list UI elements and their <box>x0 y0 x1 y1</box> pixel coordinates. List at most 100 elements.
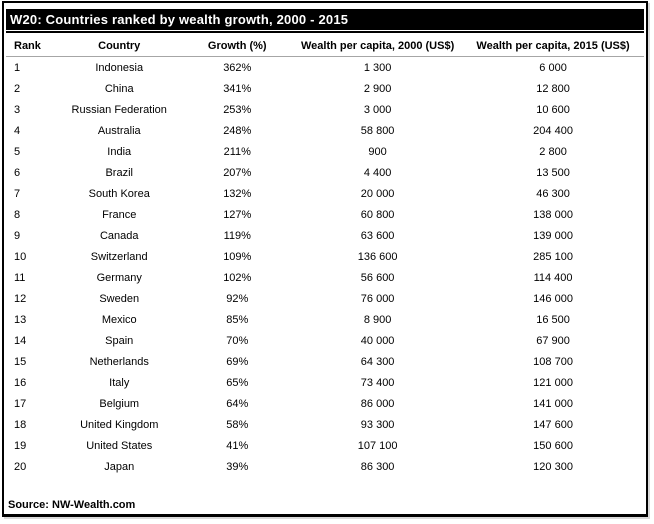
wealth-2015-cell: 285 100 <box>533 250 573 263</box>
country-cell: Japan <box>104 460 135 473</box>
wealth-2000-cell: 56 600 <box>360 271 395 284</box>
wealth-2015-cell: 10 600 <box>536 103 570 116</box>
rank-cell: 14 <box>14 334 27 347</box>
wealth-2000-cell: 73 400 <box>360 376 395 389</box>
table-row: 14 Spain 70% 40 000 67 900 <box>6 330 644 351</box>
table-row: 6 Brazil 207% 4 400 13 500 <box>6 162 644 183</box>
wealth-2000-cell: 107 100 <box>357 439 398 452</box>
wealth-2000-cell: 86 300 <box>360 460 395 473</box>
column-header-growth: Growth (%) <box>207 40 267 52</box>
table-row: 8 France 127% 60 800 138 000 <box>6 204 644 225</box>
wealth-2000-cell: 20 000 <box>360 187 395 200</box>
wealth-2015-cell: 150 600 <box>533 439 573 452</box>
wealth-2000-cell: 4 400 <box>363 166 392 179</box>
wealth-2000-cell: 63 600 <box>360 229 395 242</box>
growth-cell: 362% <box>223 61 252 74</box>
title-underline <box>6 31 644 33</box>
growth-cell: 39% <box>226 460 249 473</box>
table-row: 2 China 341% 2 900 12 800 <box>6 78 644 99</box>
header-divider <box>6 56 644 57</box>
wealth-2000-cell: 1 300 <box>363 61 392 74</box>
rank-cell: 2 <box>14 82 21 95</box>
country-cell: Australia <box>97 124 141 137</box>
table-row: 3 Russian Federation 253% 3 000 10 600 <box>6 99 644 120</box>
source-note: Source: NW-Wealth.com <box>8 499 136 511</box>
growth-cell: 64% <box>226 397 249 410</box>
rank-cell: 13 <box>14 313 27 326</box>
rank-cell: 17 <box>14 397 27 410</box>
wealth-2015-cell: 108 700 <box>533 355 573 368</box>
growth-cell: 341% <box>223 82 252 95</box>
wealth-2000-cell: 58 800 <box>360 124 395 137</box>
table-row: 1 Indonesia 362% 1 300 6 000 <box>6 57 644 78</box>
rank-cell: 19 <box>14 439 27 452</box>
wealth-2000-cell: 136 600 <box>357 250 398 263</box>
country-cell: Brazil <box>105 166 133 179</box>
country-cell: Belgium <box>99 397 140 410</box>
table-row: 13 Mexico 85% 8 900 16 500 <box>6 309 644 330</box>
table-row: 19 United States 41% 107 100 150 600 <box>6 435 644 456</box>
table-row: 10 Switzerland 109% 136 600 285 100 <box>6 246 644 267</box>
country-cell: United States <box>86 439 153 452</box>
wealth-2015-cell: 121 000 <box>533 376 573 389</box>
wealth-2000-cell: 900 <box>368 145 387 158</box>
wealth-2015-cell: 146 000 <box>533 292 573 305</box>
rank-cell: 7 <box>14 187 21 200</box>
wealth-2000-cell: 8 900 <box>363 313 392 326</box>
country-cell: India <box>107 145 132 158</box>
growth-cell: 92% <box>226 292 249 305</box>
table-row: 18 United Kingdom 58% 93 300 147 600 <box>6 414 644 435</box>
growth-cell: 85% <box>226 313 249 326</box>
wealth-2015-cell: 12 800 <box>536 82 570 95</box>
country-cell: United Kingdom <box>80 418 159 431</box>
wealth-2000-cell: 40 000 <box>360 334 395 347</box>
wealth-2015-cell: 2 800 <box>539 145 567 158</box>
table-row: 5 India 211% 900 2 800 <box>6 141 644 162</box>
table-row: 15 Netherlands 69% 64 300 108 700 <box>6 351 644 372</box>
wealth-2015-cell: 16 500 <box>536 313 570 326</box>
wealth-2000-cell: 93 300 <box>360 418 395 431</box>
country-cell: Russian Federation <box>71 103 167 116</box>
table-body: 1 Indonesia 362% 1 300 6 000 2 China 341… <box>6 57 644 477</box>
growth-cell: 132% <box>223 187 252 200</box>
rank-cell: 20 <box>14 460 27 473</box>
country-cell: France <box>102 208 137 221</box>
table-row: 17 Belgium 64% 86 000 141 000 <box>6 393 644 414</box>
rank-cell: 1 <box>14 61 21 74</box>
wealth-2015-cell: 46 300 <box>536 187 570 200</box>
table-row: 12 Sweden 92% 76 000 146 000 <box>6 288 644 309</box>
column-header-country: Country <box>98 40 141 52</box>
wealth-2000-cell: 64 300 <box>360 355 395 368</box>
growth-cell: 65% <box>226 376 249 389</box>
table-row: 20 Japan 39% 86 300 120 300 <box>6 456 644 477</box>
rank-cell: 15 <box>14 355 27 368</box>
wealth-2015-cell: 114 400 <box>533 271 573 284</box>
wealth-2015-cell: 147 600 <box>533 418 573 431</box>
rank-cell: 18 <box>14 418 27 431</box>
table-title: W20: Countries ranked by wealth growth, … <box>6 9 644 30</box>
growth-cell: 207% <box>223 166 252 179</box>
wealth-2000-cell: 60 800 <box>360 208 395 221</box>
rank-cell: 5 <box>14 145 21 158</box>
growth-cell: 127% <box>223 208 252 221</box>
growth-cell: 211% <box>223 145 251 158</box>
wealth-2000-cell: 76 000 <box>360 292 395 305</box>
wealth-2015-cell: 204 400 <box>533 124 573 137</box>
rank-cell: 4 <box>14 124 21 137</box>
rank-cell: 16 <box>14 376 27 389</box>
column-header-wealth-2000: Wealth per capita, 2000 (US$) <box>300 40 455 52</box>
country-cell: China <box>104 82 134 95</box>
wealth-2000-cell: 86 000 <box>360 397 395 410</box>
table-row: 9 Canada 119% 63 600 139 000 <box>6 225 644 246</box>
growth-cell: 109% <box>223 250 252 263</box>
country-cell: Italy <box>109 376 130 389</box>
column-header-rank: Rank <box>14 40 41 52</box>
rank-cell: 8 <box>14 208 21 221</box>
column-header-wealth-2015: Wealth per capita, 2015 (US$) <box>476 40 630 52</box>
wealth-2000-cell: 3 000 <box>363 103 392 116</box>
rank-cell: 3 <box>14 103 21 116</box>
wealth-2015-cell: 6 000 <box>539 61 567 74</box>
growth-cell: 253% <box>223 103 252 116</box>
country-cell: Mexico <box>101 313 137 326</box>
rank-cell: 9 <box>14 229 21 242</box>
